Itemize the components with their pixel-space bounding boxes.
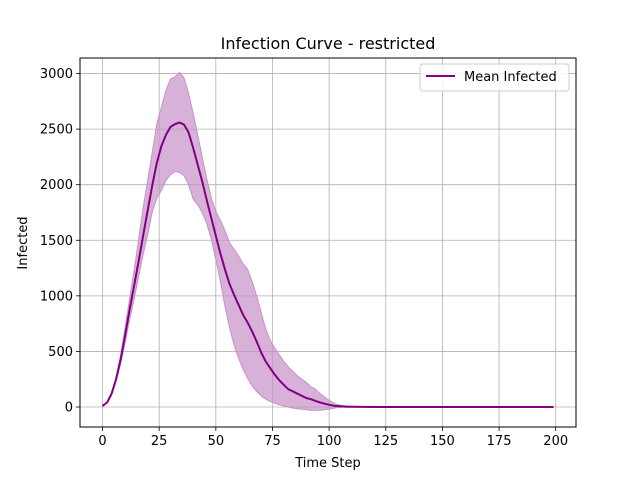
- y-tick-label: 0: [65, 400, 73, 415]
- x-tick-label: 50: [208, 434, 225, 449]
- band-area: [102, 71, 554, 411]
- x-tick-label: 200: [543, 434, 568, 449]
- y-axis: 0 500 1000 1500 2000 2500 3000: [40, 67, 80, 415]
- y-tick-label: 1500: [40, 234, 73, 249]
- y-tick-label: 500: [48, 345, 73, 360]
- x-axis-label: Time Step: [294, 456, 361, 471]
- x-tick-label: 25: [151, 434, 168, 449]
- x-tick-label: 75: [264, 434, 281, 449]
- confidence-band: [102, 71, 554, 411]
- legend: Mean Infected: [419, 63, 570, 92]
- x-tick-label: 175: [487, 434, 512, 449]
- x-tick-label: 100: [317, 434, 342, 449]
- y-tick-label: 1000: [40, 289, 73, 304]
- y-tick-label: 2000: [40, 178, 73, 193]
- y-tick-label: 2500: [40, 123, 73, 138]
- legend-label: Mean Infected: [464, 70, 557, 85]
- y-axis-label: Infected: [16, 216, 31, 269]
- chart-title: Infection Curve - restricted: [221, 34, 436, 53]
- mean-infected-line: [101, 121, 554, 408]
- x-tick-label: 150: [430, 434, 455, 449]
- grid-lines: [80, 58, 576, 427]
- x-tick-label: 125: [373, 434, 398, 449]
- mean-line: [101, 121, 554, 408]
- x-tick-label: 0: [98, 434, 106, 449]
- plot-frame: [79, 57, 577, 428]
- legend-box: [419, 63, 570, 92]
- x-axis: 0 25 50 75 100 125 150 175 200: [98, 427, 568, 449]
- y-tick-label: 3000: [40, 67, 73, 82]
